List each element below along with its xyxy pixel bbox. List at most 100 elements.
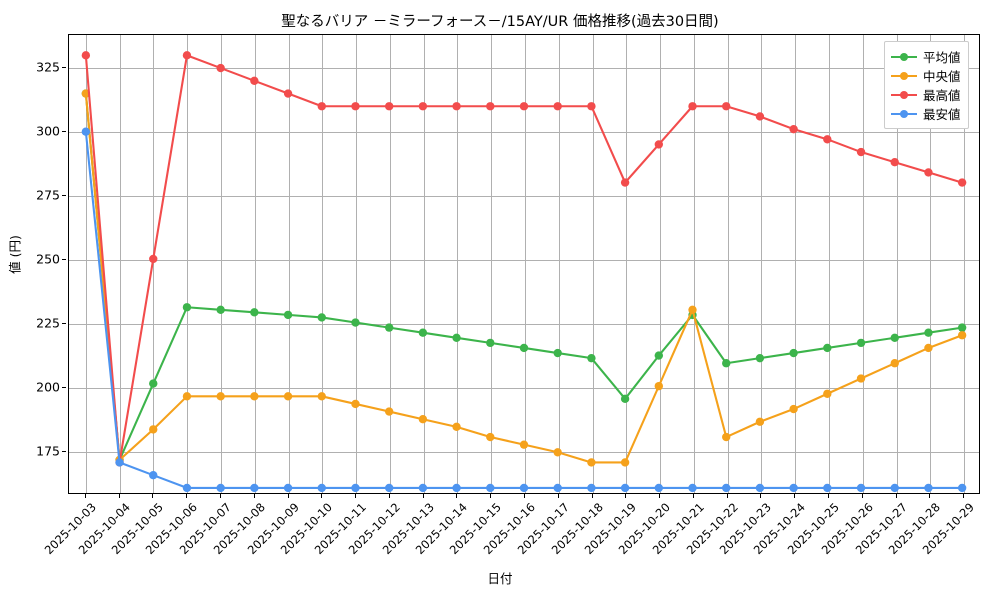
x-tick-mark <box>186 494 188 498</box>
legend-item-中央値[interactable]: 中央値 <box>891 66 961 85</box>
data-point <box>722 483 731 493</box>
y-tick-label: 325 <box>36 59 60 75</box>
data-point <box>688 305 697 314</box>
x-tick-mark <box>591 494 593 498</box>
gridline-vertical <box>660 35 662 493</box>
data-point <box>587 102 596 111</box>
data-point <box>283 392 293 401</box>
gridline-vertical <box>85 35 87 493</box>
data-point <box>216 305 225 314</box>
x-tick-mark <box>118 494 120 498</box>
data-point <box>722 102 731 111</box>
gridline-vertical <box>153 35 155 493</box>
x-tick-mark <box>726 494 728 498</box>
y-tick-mark <box>62 195 66 196</box>
data-point <box>890 333 899 342</box>
gridline-vertical <box>795 35 797 493</box>
x-tick-mark <box>152 494 154 498</box>
x-tick-mark <box>760 494 762 498</box>
data-point <box>418 328 428 337</box>
data-point <box>957 178 967 187</box>
legend-item-最安値[interactable]: 最安値 <box>891 104 961 123</box>
gridline-vertical <box>525 35 526 493</box>
data-point <box>418 415 428 424</box>
x-tick-mark <box>84 494 86 498</box>
data-point <box>149 379 158 388</box>
y-tick-label: 225 <box>36 315 60 331</box>
data-point <box>519 440 529 449</box>
data-point <box>384 483 394 493</box>
y-tick-label: 250 <box>36 251 60 267</box>
y-axis-tick-labels: 175 200 225 250 275 300 325 <box>18 34 60 494</box>
gridline-horizontal <box>69 196 979 197</box>
data-point <box>452 422 461 432</box>
data-point <box>856 338 866 348</box>
data-point <box>149 254 158 264</box>
series-平均値 <box>81 89 967 465</box>
data-point <box>182 483 192 493</box>
gridline-horizontal <box>69 323 979 325</box>
gridline-vertical <box>423 35 425 493</box>
data-point <box>351 399 360 409</box>
legend-swatch-icon <box>891 70 917 82</box>
data-point <box>856 483 866 493</box>
data-point <box>149 425 158 434</box>
x-tick-mark <box>692 494 694 498</box>
data-point <box>553 448 562 457</box>
y-tick-mark <box>62 131 66 133</box>
data-point <box>755 353 765 363</box>
data-point <box>654 381 664 391</box>
x-tick-mark <box>861 494 863 498</box>
data-point <box>924 343 933 353</box>
data-point <box>351 483 360 493</box>
data-point <box>351 102 360 111</box>
legend-swatch-icon <box>891 51 917 63</box>
data-point <box>216 63 225 73</box>
data-point <box>81 51 91 60</box>
data-point <box>283 89 293 98</box>
data-point <box>351 318 360 327</box>
gridline-vertical <box>221 35 222 493</box>
data-point <box>957 331 967 340</box>
data-point <box>81 127 91 136</box>
data-point <box>452 333 461 342</box>
data-point <box>250 308 259 317</box>
legend-item-平均値[interactable]: 平均値 <box>891 47 961 66</box>
x-tick-mark <box>828 494 829 498</box>
data-point <box>755 417 765 426</box>
data-point <box>452 102 461 111</box>
x-tick-mark <box>253 494 255 498</box>
data-point <box>486 483 495 493</box>
data-point <box>519 483 529 493</box>
gridline-vertical <box>356 35 358 493</box>
x-tick-mark <box>524 494 525 498</box>
data-point <box>722 359 731 368</box>
data-point <box>418 102 428 111</box>
data-point <box>115 458 124 467</box>
data-point <box>519 102 529 111</box>
gridline-horizontal <box>69 387 979 389</box>
plot-area <box>68 34 980 494</box>
data-point <box>823 389 832 398</box>
data-point <box>182 392 192 401</box>
gridline-vertical <box>322 35 324 493</box>
y-tick-mark <box>62 67 66 69</box>
data-point <box>317 483 326 493</box>
legend-item-最高値[interactable]: 最高値 <box>891 85 961 104</box>
data-point <box>789 348 798 358</box>
x-tick-mark <box>456 494 458 498</box>
data-point <box>553 483 562 493</box>
x-tick-mark <box>287 494 289 498</box>
data-point <box>317 102 326 111</box>
data-point <box>957 323 967 332</box>
series-最高値 <box>81 51 967 467</box>
gridline-vertical <box>187 35 189 493</box>
series-中央値 <box>81 89 967 467</box>
gridline-vertical <box>119 35 121 493</box>
data-point <box>283 483 293 493</box>
gridline-horizontal <box>69 132 979 134</box>
gridline-vertical <box>930 35 932 493</box>
data-point <box>823 483 832 493</box>
data-point <box>317 392 326 401</box>
